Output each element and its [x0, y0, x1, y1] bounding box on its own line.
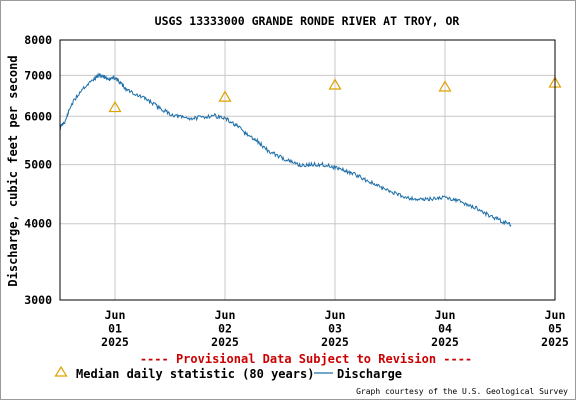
x-tick-label-line: 2025: [211, 335, 239, 349]
legend-discharge-label: Discharge: [337, 367, 402, 381]
y-tick-label: 6000: [24, 109, 52, 123]
x-tick-label-line: Jun: [105, 308, 126, 322]
x-tick-label-line: 2025: [541, 335, 569, 349]
y-tick-labels: 3000 4000 5000 6000 7000 8000: [24, 33, 52, 307]
x-tick-label-line: Jun: [435, 308, 456, 322]
legend-median-label: Median daily statistic (80 years): [76, 367, 314, 381]
gridlines: [60, 39, 556, 301]
y-tick-label: 7000: [24, 68, 52, 82]
x-tick-label-line: Jun: [545, 308, 566, 322]
x-tick-label-line: 2025: [431, 335, 459, 349]
x-tick-label-line: 04: [438, 322, 452, 336]
plot-border: [59, 39, 556, 301]
legend: Median daily statistic (80 years) Discha…: [54, 365, 402, 381]
discharge-line: [59, 72, 512, 228]
y-tick-label: 5000: [24, 158, 52, 172]
x-tick-label-line: 02: [218, 322, 232, 336]
x-tick-label-line: 05: [548, 322, 562, 336]
median-marker: [328, 78, 342, 90]
median-marker: [218, 90, 232, 102]
x-tick-label: Jun 01 2025: [101, 308, 129, 349]
median-marker: [108, 100, 122, 113]
provisional-note: ---- Provisional Data Subject to Revisio…: [140, 352, 472, 366]
x-tick-label: Jun 05 2025: [541, 308, 569, 349]
chart-title: USGS 13333000 GRANDE RONDE RIVER AT TROY…: [155, 14, 460, 28]
credit-text: Graph courtesy of the U.S. Geological Su…: [356, 387, 568, 396]
x-tick-label: Jun 04 2025: [431, 308, 459, 349]
x-tick-label: Jun 03 2025: [321, 308, 349, 349]
x-tick-label-line: 2025: [101, 335, 129, 349]
y-tick-label: 3000: [24, 293, 52, 307]
x-tick-label: Jun 02 2025: [211, 308, 239, 349]
x-tick-label-line: Jun: [325, 308, 346, 322]
x-tick-label-line: 01: [108, 322, 122, 336]
y-tick-label: 8000: [24, 33, 52, 47]
x-tick-label-line: Jun: [215, 308, 236, 322]
x-tick-label-line: 03: [328, 322, 342, 336]
x-tick-label-line: 2025: [321, 335, 349, 349]
y-tick-label: 4000: [24, 217, 52, 231]
median-marker: [438, 80, 452, 92]
legend-median-triangle-icon: [54, 365, 68, 377]
y-axis-label: Discharge, cubic feet per second: [6, 55, 20, 286]
